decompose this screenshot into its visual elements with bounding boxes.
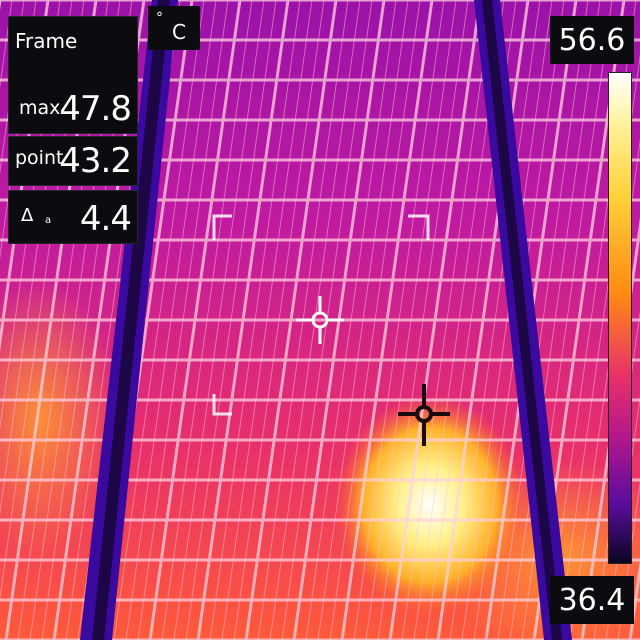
delta-icon: Δ bbox=[21, 205, 34, 226]
crosshair-icon bbox=[296, 296, 344, 344]
color-scale-bar bbox=[608, 72, 632, 564]
frame-label: Frame bbox=[15, 29, 78, 53]
delta-readout: Δ a 4.4 bbox=[8, 190, 138, 244]
delta-value: 4.4 bbox=[79, 199, 132, 239]
frame-max-readout: Frame max 47.8 bbox=[8, 16, 138, 134]
roi-corner-icon bbox=[212, 214, 430, 416]
degree-symbol: ° bbox=[156, 10, 163, 26]
scale-max-value: 56.6 bbox=[550, 16, 634, 64]
point-label: point bbox=[15, 147, 64, 169]
point-value: 43.2 bbox=[59, 141, 132, 181]
max-label: max bbox=[19, 97, 61, 119]
point-readout: point 43.2 bbox=[8, 136, 138, 186]
max-value: 47.8 bbox=[59, 89, 132, 129]
delta-sub-label: a bbox=[45, 215, 52, 226]
unit-indicator: ° C bbox=[148, 6, 200, 50]
scale-min-value: 36.4 bbox=[550, 576, 634, 624]
hotspot-crosshair-icon bbox=[398, 384, 450, 446]
unit-letter: C bbox=[172, 20, 186, 44]
